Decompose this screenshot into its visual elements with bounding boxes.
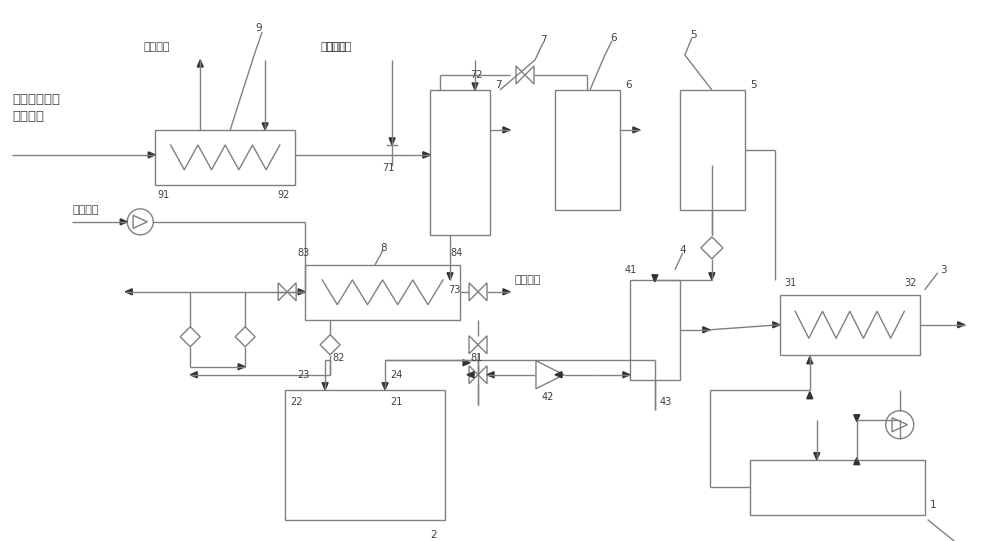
Text: 反应产物: 反应产物 [12, 110, 44, 123]
Text: 冷水进口: 冷水进口 [325, 42, 352, 52]
Polygon shape [463, 360, 470, 366]
Polygon shape [652, 275, 658, 282]
Polygon shape [322, 382, 328, 390]
Text: 8: 8 [380, 243, 387, 253]
Polygon shape [472, 83, 478, 90]
Text: 7: 7 [540, 35, 547, 45]
Text: 冷水进口: 冷水进口 [320, 42, 347, 52]
Polygon shape [807, 392, 813, 399]
Polygon shape [197, 60, 203, 67]
Bar [750, 460, 925, 514]
Text: 71: 71 [382, 163, 394, 173]
Text: 31: 31 [785, 278, 797, 288]
Text: 41: 41 [625, 265, 637, 275]
Text: 43: 43 [660, 397, 672, 407]
Text: 4: 4 [680, 245, 686, 255]
Polygon shape [389, 138, 395, 145]
Polygon shape [423, 152, 430, 158]
Text: 热水出口: 热水出口 [515, 275, 541, 285]
Polygon shape [262, 123, 268, 130]
Polygon shape [238, 364, 245, 370]
Polygon shape [423, 152, 430, 158]
Polygon shape [633, 127, 640, 133]
Bar [680, 90, 745, 210]
Text: 超临界水氧化: 超临界水氧化 [12, 94, 60, 107]
Polygon shape [190, 372, 197, 378]
Text: 5: 5 [690, 30, 696, 40]
Text: 84: 84 [450, 248, 462, 258]
Polygon shape [125, 289, 132, 295]
Polygon shape [148, 152, 155, 158]
Polygon shape [503, 289, 510, 295]
Polygon shape [447, 273, 453, 280]
Polygon shape [503, 127, 510, 133]
Polygon shape [958, 322, 965, 328]
Text: 热水出口: 热水出口 [143, 42, 170, 52]
Bar [430, 90, 490, 235]
Bar [780, 295, 920, 355]
Text: 5: 5 [750, 80, 756, 90]
Text: 82: 82 [332, 353, 344, 363]
Text: 23: 23 [297, 370, 310, 380]
Text: 83: 83 [297, 248, 309, 258]
Text: 21: 21 [390, 397, 402, 407]
Polygon shape [773, 322, 780, 328]
Text: 3: 3 [940, 265, 946, 275]
Polygon shape [467, 372, 474, 378]
Polygon shape [120, 219, 127, 225]
Text: 22: 22 [290, 397, 303, 407]
Polygon shape [487, 372, 494, 378]
Polygon shape [854, 458, 860, 465]
Polygon shape [703, 327, 710, 333]
Text: 72: 72 [470, 70, 483, 80]
Bar [285, 390, 445, 520]
Text: 92: 92 [277, 190, 290, 200]
Polygon shape [709, 273, 715, 280]
Text: 9: 9 [255, 23, 262, 33]
Polygon shape [854, 415, 860, 421]
Text: 73: 73 [448, 285, 460, 295]
Polygon shape [382, 382, 388, 390]
Text: 24: 24 [390, 370, 402, 380]
Text: 91: 91 [157, 190, 169, 200]
Bar [155, 130, 295, 185]
Text: 冷水进口: 冷水进口 [72, 205, 99, 215]
Text: 7: 7 [495, 80, 502, 90]
Polygon shape [623, 372, 630, 378]
Text: 42: 42 [542, 392, 554, 402]
Text: 6: 6 [625, 80, 632, 90]
Polygon shape [814, 453, 820, 460]
Polygon shape [298, 289, 305, 295]
Text: 6: 6 [610, 33, 617, 43]
Polygon shape [807, 357, 813, 364]
Bar [305, 265, 460, 320]
Text: 2: 2 [430, 530, 437, 539]
Text: 32: 32 [905, 278, 917, 288]
Text: 81: 81 [470, 353, 482, 363]
Text: 1: 1 [930, 500, 936, 510]
Bar [630, 280, 680, 380]
Bar [555, 90, 620, 210]
Polygon shape [555, 372, 562, 378]
